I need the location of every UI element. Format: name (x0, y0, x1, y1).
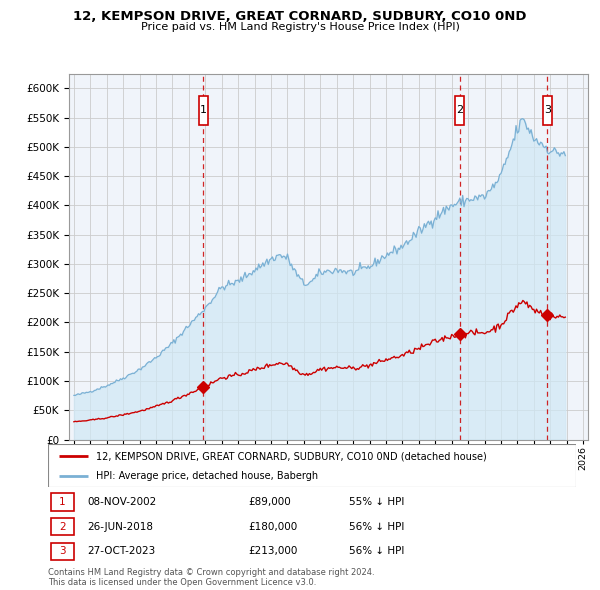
Text: 3: 3 (544, 106, 551, 115)
Text: Price paid vs. HM Land Registry's House Price Index (HPI): Price paid vs. HM Land Registry's House … (140, 22, 460, 32)
Text: 26-JUN-2018: 26-JUN-2018 (88, 522, 154, 532)
Text: 12, KEMPSON DRIVE, GREAT CORNARD, SUDBURY, CO10 0ND: 12, KEMPSON DRIVE, GREAT CORNARD, SUDBUR… (73, 10, 527, 23)
FancyBboxPatch shape (50, 518, 74, 535)
FancyBboxPatch shape (50, 543, 74, 560)
Text: 2: 2 (456, 106, 463, 115)
FancyBboxPatch shape (543, 96, 552, 125)
Text: 56% ↓ HPI: 56% ↓ HPI (349, 522, 404, 532)
Text: 3: 3 (59, 546, 66, 556)
Text: 1: 1 (59, 497, 66, 507)
Text: £89,000: £89,000 (248, 497, 292, 507)
FancyBboxPatch shape (50, 493, 74, 510)
Text: 2: 2 (59, 522, 66, 532)
FancyBboxPatch shape (199, 96, 208, 125)
FancyBboxPatch shape (455, 96, 464, 125)
FancyBboxPatch shape (48, 444, 576, 487)
Text: HPI: Average price, detached house, Babergh: HPI: Average price, detached house, Babe… (95, 471, 317, 481)
Text: £213,000: £213,000 (248, 546, 298, 556)
Text: 55% ↓ HPI: 55% ↓ HPI (349, 497, 404, 507)
Text: 27-OCT-2023: 27-OCT-2023 (88, 546, 156, 556)
Text: Contains HM Land Registry data © Crown copyright and database right 2024.
This d: Contains HM Land Registry data © Crown c… (48, 568, 374, 587)
Text: 56% ↓ HPI: 56% ↓ HPI (349, 546, 404, 556)
Text: £180,000: £180,000 (248, 522, 298, 532)
Text: 1: 1 (200, 106, 206, 115)
Text: 08-NOV-2002: 08-NOV-2002 (88, 497, 157, 507)
Text: 12, KEMPSON DRIVE, GREAT CORNARD, SUDBURY, CO10 0ND (detached house): 12, KEMPSON DRIVE, GREAT CORNARD, SUDBUR… (95, 451, 486, 461)
